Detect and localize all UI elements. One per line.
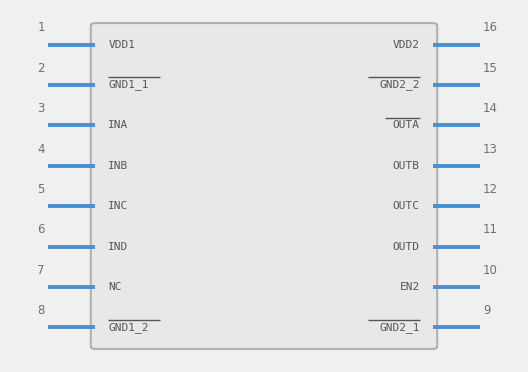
- Text: OUTB: OUTB: [393, 161, 420, 171]
- Text: OUTD: OUTD: [393, 241, 420, 251]
- Text: 16: 16: [483, 22, 498, 34]
- Text: NC: NC: [108, 282, 122, 292]
- Text: 13: 13: [483, 142, 498, 155]
- Text: GND1_2: GND1_2: [108, 322, 149, 333]
- Text: 5: 5: [37, 183, 45, 196]
- Text: 6: 6: [37, 223, 45, 236]
- Text: GND1_1: GND1_1: [108, 80, 149, 90]
- Text: 8: 8: [37, 304, 45, 317]
- Text: VDD1: VDD1: [108, 40, 135, 49]
- Text: INB: INB: [108, 161, 128, 171]
- Text: 2: 2: [37, 62, 45, 75]
- Text: 1: 1: [37, 22, 45, 34]
- Text: INA: INA: [108, 121, 128, 131]
- Text: 9: 9: [483, 304, 491, 317]
- Text: 14: 14: [483, 102, 498, 115]
- Text: OUTA: OUTA: [393, 121, 420, 131]
- Text: 4: 4: [37, 142, 45, 155]
- Text: 12: 12: [483, 183, 498, 196]
- Text: 10: 10: [483, 264, 498, 277]
- Text: 15: 15: [483, 62, 498, 75]
- Text: EN2: EN2: [400, 282, 420, 292]
- Text: 7: 7: [37, 264, 45, 277]
- Text: VDD2: VDD2: [393, 40, 420, 49]
- Text: 11: 11: [483, 223, 498, 236]
- Text: GND2_2: GND2_2: [379, 80, 420, 90]
- Text: GND2_1: GND2_1: [379, 322, 420, 333]
- Text: OUTC: OUTC: [393, 201, 420, 211]
- Text: 3: 3: [37, 102, 45, 115]
- Text: INC: INC: [108, 201, 128, 211]
- FancyBboxPatch shape: [91, 23, 437, 349]
- Text: IND: IND: [108, 241, 128, 251]
